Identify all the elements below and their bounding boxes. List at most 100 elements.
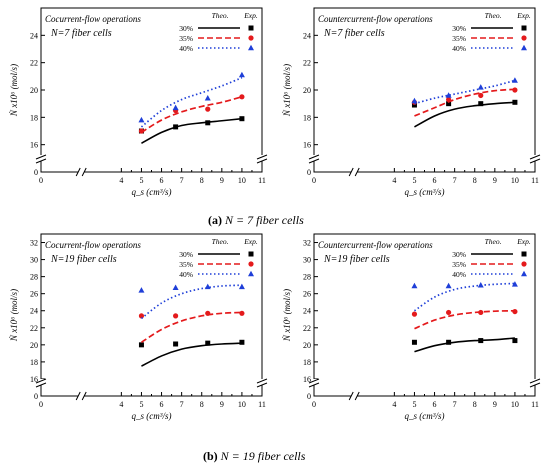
y-tick-label: 18	[303, 358, 311, 367]
legend-theory-header: Theo.	[212, 11, 229, 20]
exp-point-35%	[138, 313, 145, 319]
exp-point-35%	[205, 106, 211, 112]
x-axis-break	[75, 391, 87, 401]
legend-theory-header: Theo.	[485, 237, 502, 246]
exp-point-35%	[478, 309, 484, 316]
x-axis-break-gap	[351, 393, 358, 399]
x-tick-label: 10	[238, 400, 246, 409]
series-30%: 30%	[138, 24, 254, 145]
x-tick-label: 10	[511, 176, 519, 185]
x-tick-label: 11	[531, 176, 539, 185]
chart-title: Countercurrent-flow operations	[318, 240, 433, 250]
exp-point-35%	[446, 96, 452, 103]
x-axis-break	[348, 167, 360, 177]
y-tick-label: 28	[303, 273, 311, 282]
legend-marker-30%	[521, 251, 527, 257]
exp-point-30%	[512, 99, 518, 105]
x-axis-break-gap	[78, 393, 85, 399]
y-tick-label: 16	[303, 141, 311, 150]
x-axis-break	[75, 167, 87, 177]
exp-point-30%	[205, 120, 211, 126]
y-axis-label: Ṅ x10⁶ (mol/s)	[9, 64, 19, 117]
y-tick-label: 22	[30, 324, 38, 333]
y-axis-break-gap	[38, 155, 44, 161]
chart-subtitle: N=19 fiber cells	[50, 254, 117, 265]
x-tick-label: 9	[493, 400, 497, 409]
x-tick-label: 4	[119, 400, 123, 409]
legend-marker-30%	[248, 25, 254, 31]
caption-b-text: N = 19 fiber cells	[218, 449, 306, 463]
theory-line-30%	[141, 117, 242, 145]
y-axis-break-right	[529, 378, 541, 388]
x-tick-label: 6	[433, 176, 437, 185]
series-30%: 30%	[138, 250, 254, 367]
exp-point-35%	[512, 87, 518, 93]
exp-point-40%	[204, 95, 211, 101]
legend-marker-40%	[248, 44, 254, 51]
exp-point-40%	[138, 287, 145, 293]
x-tick-label: 11	[258, 400, 266, 409]
exp-point-35%	[239, 94, 245, 100]
exp-point-35%	[478, 92, 484, 99]
y-tick-label: 16	[303, 375, 311, 384]
y-tick-label: 32	[303, 239, 311, 248]
exp-point-35%	[173, 313, 179, 319]
series-30%: 30%	[411, 250, 527, 353]
caption-a-text: N = 7 fiber cells	[222, 213, 304, 227]
exp-point-35%	[512, 308, 518, 315]
x-tick-label: 9	[220, 400, 224, 409]
y-tick-label: 24	[303, 307, 311, 316]
y-axis-break	[35, 154, 47, 164]
series-35%: 35%	[138, 34, 254, 134]
x-tick-label: 7	[453, 176, 457, 185]
y-tick-label: 22	[303, 324, 311, 333]
theory-line-30%	[414, 101, 515, 128]
chart-subtitle: N=7 fiber cells	[323, 28, 385, 39]
chart-subtitle: N=7 fiber cells	[50, 28, 112, 39]
y-tick-label: 0	[307, 392, 311, 401]
legend-marker-35%	[521, 261, 527, 267]
theory-line-35%	[414, 88, 515, 117]
exp-point-40%	[238, 71, 245, 78]
theory-line-35%	[141, 96, 243, 134]
legend-label: 40%	[179, 270, 193, 279]
x-tick-label: 5	[412, 176, 416, 185]
legend-theory-header: Theo.	[485, 11, 502, 20]
y-tick-label: 18	[303, 113, 311, 122]
y-tick-label: 0	[34, 392, 38, 401]
y-tick-label: 24	[30, 31, 38, 40]
exp-point-40%	[511, 281, 518, 287]
theory-line-35%	[140, 311, 242, 344]
exp-point-30%	[411, 339, 417, 345]
y-tick-label: 30	[303, 256, 311, 265]
exp-point-40%	[477, 281, 484, 288]
legend-label: 35%	[179, 34, 193, 43]
x-axis-label: q_s (cm³/s)	[132, 411, 172, 421]
x-tick-label: 11	[531, 400, 539, 409]
exp-point-30%	[173, 341, 179, 347]
x-tick-label: 0	[312, 176, 316, 185]
exp-point-30%	[446, 339, 452, 345]
x-tick-label: 5	[139, 400, 143, 409]
series-40%: 40%	[138, 44, 254, 128]
x-tick-label: 0	[39, 176, 43, 185]
exp-point-30%	[478, 338, 484, 344]
exp-point-30%	[478, 101, 484, 107]
chart-title: Cocurrent-flow operations	[45, 240, 141, 250]
x-tick-label: 7	[180, 400, 184, 409]
y-axis-label: Ṅ x10⁶ (mol/s)	[282, 64, 292, 117]
series-40%: 40%	[411, 44, 527, 105]
x-tick-label: 6	[160, 176, 164, 185]
y-tick-label: 20	[303, 341, 311, 350]
legend-marker-40%	[248, 270, 254, 277]
theory-line-40%	[413, 282, 515, 312]
exp-point-40%	[445, 92, 452, 98]
theory-line-40%	[414, 79, 516, 105]
series-35%: 35%	[138, 260, 254, 344]
exp-point-40%	[511, 77, 518, 83]
x-tick-label: 10	[238, 176, 246, 185]
y-tick-label: 28	[30, 273, 38, 282]
legend-marker-40%	[521, 270, 527, 277]
x-tick-label: 5	[139, 176, 143, 185]
caption-a-label: (a)	[208, 213, 222, 227]
